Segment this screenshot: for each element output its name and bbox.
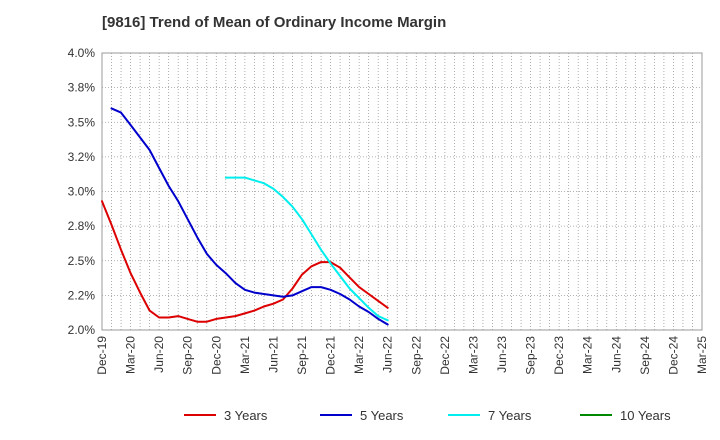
- x-tick-label: Sep-20: [181, 336, 195, 375]
- x-tick-label: Dec-20: [209, 336, 223, 375]
- y-tick-label: 2.5%: [68, 254, 96, 268]
- series-line-1: [101, 200, 389, 323]
- y-tick-label: 3.2%: [68, 150, 96, 164]
- x-tick-label: Sep-24: [638, 336, 652, 375]
- grid-layer: [101, 52, 703, 331]
- y-tick-label: 3.0%: [68, 185, 96, 199]
- x-tick-label: Dec-21: [324, 336, 338, 375]
- x-tick-label: Dec-23: [552, 336, 566, 375]
- x-tick-label: Jun-22: [381, 336, 395, 373]
- y-tick-label: 4.0%: [68, 46, 96, 60]
- x-tick-label: Jun-20: [152, 336, 166, 373]
- x-tick-label: Mar-21: [238, 336, 252, 374]
- plot-frame: [101, 52, 703, 331]
- y-tick-label: 3.8%: [68, 81, 96, 95]
- x-tick-label: Mar-24: [581, 336, 595, 374]
- x-tick-label: Sep-23: [524, 336, 538, 375]
- series-layer: [101, 107, 389, 326]
- x-tick-label: Sep-22: [409, 336, 423, 375]
- x-tick-label: Dec-19: [95, 336, 109, 375]
- x-tick-label: Mar-23: [466, 336, 480, 374]
- y-tick-label: 2.8%: [68, 219, 96, 233]
- legend-label-2: 5 Years: [360, 408, 404, 423]
- axis-layer: 2.0% 2.2% 2.5% 2.8% 3.0% 3.2% 3.5% 3.8% 4.0% Dec-…: [68, 46, 709, 375]
- x-tick-label: Mar-22: [352, 336, 366, 374]
- x-tick-label: Jun-24: [609, 336, 623, 373]
- x-tick-label: Mar-25: [695, 336, 709, 374]
- legend-label-4: 10 Years: [620, 408, 671, 423]
- legend-layer: 3 Years 5 Years 7 Years 10 Years: [184, 408, 671, 423]
- legend-label-1: 3 Years: [224, 408, 268, 423]
- y-tick-label: 2.0%: [68, 323, 96, 337]
- x-tick-label: Jun-21: [266, 336, 280, 373]
- x-tick-label: Dec-22: [438, 336, 452, 375]
- y-tick-label: 2.2%: [68, 288, 96, 302]
- legend-label-3: 7 Years: [488, 408, 532, 423]
- y-tick-label: 3.5%: [68, 115, 96, 129]
- x-tick-label: Jun-23: [495, 336, 509, 373]
- series-line-3: [224, 176, 389, 322]
- x-tick-label: Mar-20: [124, 336, 138, 374]
- chart-title: [9816] Trend of Mean of Ordinary Income …: [102, 14, 447, 31]
- series-line-2: [110, 107, 389, 326]
- x-tick-label: Dec-24: [666, 336, 680, 375]
- x-tick-label: Sep-21: [295, 336, 309, 375]
